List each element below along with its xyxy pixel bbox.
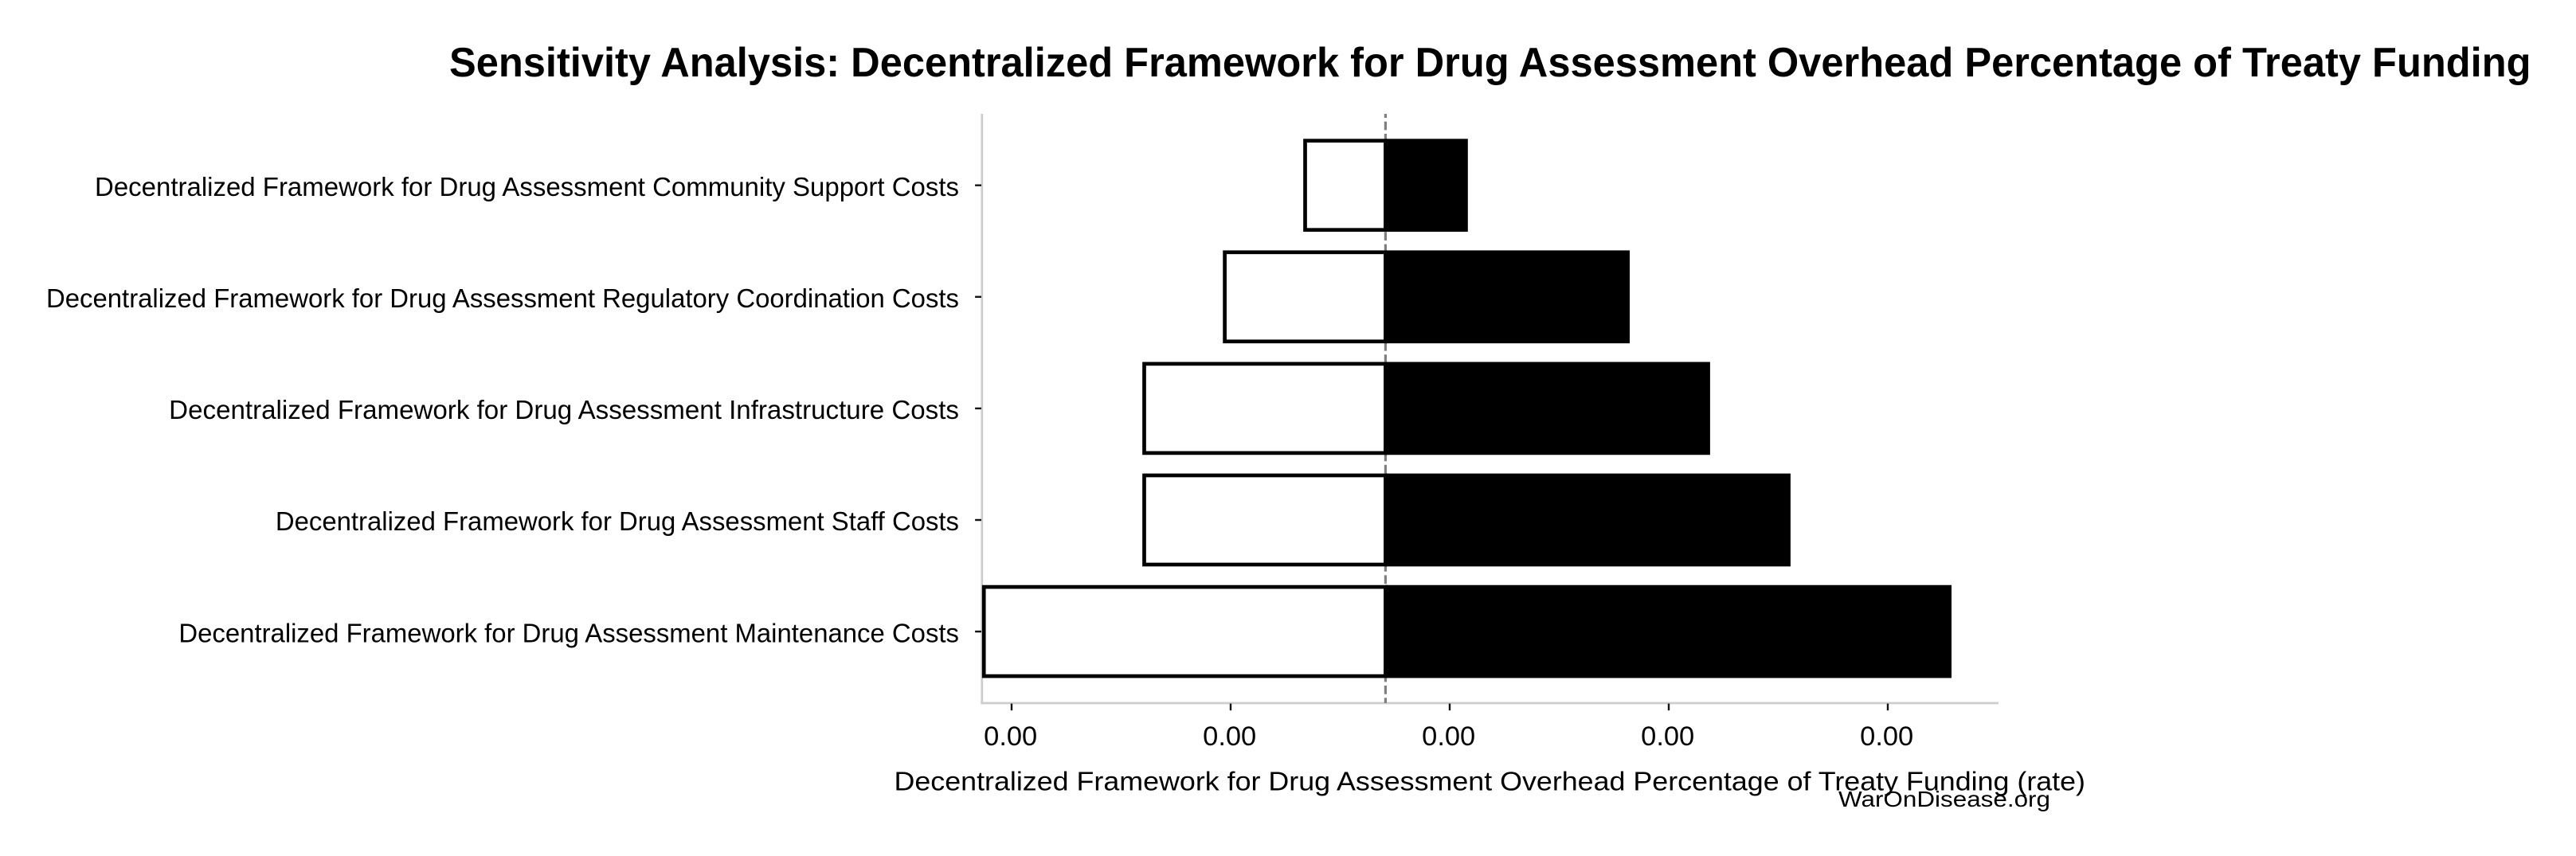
svg-text:Decentralized Framework for Dr: Decentralized Framework for Drug Assessm… <box>95 172 959 201</box>
svg-text:Decentralized Framework for Dr: Decentralized Framework for Drug Assessm… <box>895 767 2086 796</box>
svg-text:0.00: 0.00 <box>1203 721 1256 752</box>
svg-text:0.00: 0.00 <box>984 721 1037 752</box>
svg-text:Decentralized Framework for Dr: Decentralized Framework for Drug Assessm… <box>276 506 959 536</box>
svg-text:Decentralized Framework for Dr: Decentralized Framework for Drug Assessm… <box>46 283 959 313</box>
svg-text:0.00: 0.00 <box>1641 721 1694 752</box>
svg-text:0.00: 0.00 <box>1860 721 1913 752</box>
svg-text:Sensitivity Analysis: Decentra: Sensitivity Analysis: Decentralized Fram… <box>449 40 2531 86</box>
svg-text:0.00: 0.00 <box>1422 721 1475 752</box>
svg-text:Decentralized Framework for Dr: Decentralized Framework for Drug Assessm… <box>178 618 959 647</box>
svg-text:WarOnDisease.org: WarOnDisease.org <box>1838 787 2050 811</box>
svg-text:Decentralized Framework for Dr: Decentralized Framework for Drug Assessm… <box>169 395 959 424</box>
